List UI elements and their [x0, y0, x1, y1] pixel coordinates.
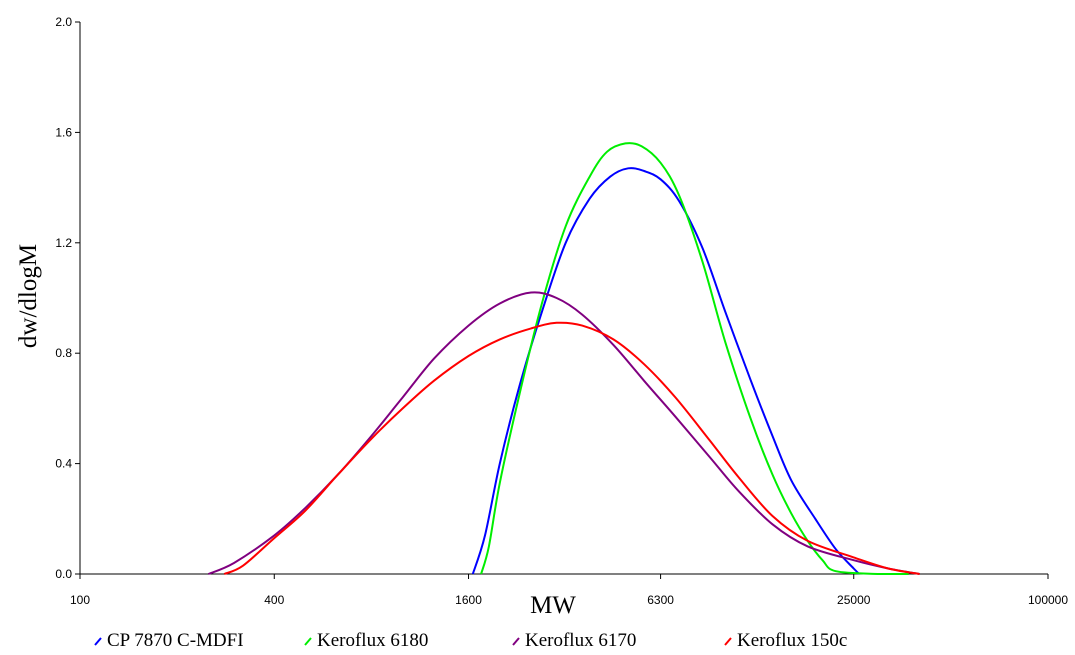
legend-item: Keroflux 150c [724, 630, 847, 651]
series-line-2 [480, 142, 909, 575]
y-axis: 0.0 0.4 0.8 1.2 1.6 2.0 [55, 15, 81, 581]
x-tick-label: 400 [264, 593, 284, 607]
y-tick-label: 1.6 [55, 125, 72, 139]
series-lines [208, 142, 920, 575]
x-tick-label: 1600 [455, 593, 482, 607]
legend-swatch [512, 637, 520, 646]
legend-swatch [724, 637, 732, 646]
legend-swatch [94, 637, 102, 646]
x-axis-title: MW [530, 592, 576, 619]
x-tick-label: 100 [70, 593, 90, 607]
legend-item: Keroflux 6180 [304, 630, 428, 651]
legend-label: Keroflux 6180 [317, 630, 428, 651]
series-line-4 [223, 321, 920, 575]
legend: CP 7870 C-MDFI Keroflux 6180 Keroflux 6170… [94, 630, 847, 651]
y-tick-label: 1.2 [55, 236, 72, 250]
legend-label: Keroflux 6170 [525, 630, 636, 651]
series-line-1 [471, 167, 860, 575]
x-tick-label: 100000 [1028, 593, 1068, 607]
series-line-3 [208, 291, 920, 575]
x-tick-label: 25000 [837, 593, 871, 607]
x-tick-label: 6300 [647, 593, 674, 607]
legend-label: Keroflux 150c [737, 630, 847, 651]
y-tick-label: 2.0 [55, 15, 72, 29]
legend-item: CP 7870 C-MDFI [94, 630, 244, 651]
plot-area: 0.0 0.4 0.8 1.2 1.6 2.0 100 400 1600 6300 25000 10… [55, 15, 1068, 607]
legend-item: Keroflux 6170 [512, 630, 636, 651]
y-axis-title: dw/dlogM [15, 244, 42, 348]
legend-label: CP 7870 C-MDFI [107, 630, 244, 651]
y-tick-label: 0.4 [55, 457, 72, 471]
legend-swatch [304, 637, 312, 646]
y-tick-label: 0.0 [55, 567, 72, 581]
y-tick-label: 0.8 [55, 346, 72, 360]
